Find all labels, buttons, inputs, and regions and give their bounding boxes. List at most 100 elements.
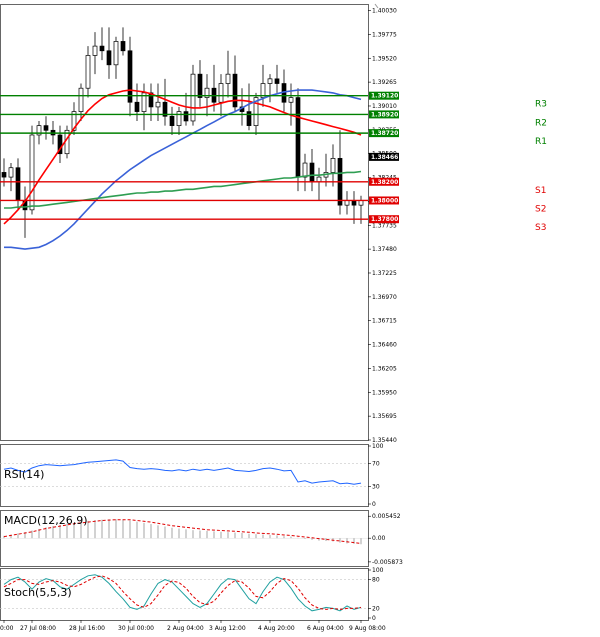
sub-tick-label: -0.005873 [372, 559, 403, 566]
price-tick-label: 1.37480 [372, 246, 397, 253]
price-tick-label: 1.36715 [372, 318, 397, 325]
bear-candle [309, 162, 315, 183]
price-tick-label: 1.35440 [372, 437, 397, 444]
pane-frame-1 [0, 444, 369, 507]
stoch-signal-line [3, 575, 362, 610]
bull-candle [288, 97, 294, 103]
level-price-box [369, 177, 399, 186]
price-tick-label: 1.36205 [372, 365, 397, 372]
ma-line-slow-ma [4, 170, 362, 209]
price-tick-label: 1.36460 [372, 342, 397, 349]
bull-candle [344, 200, 350, 206]
bull-candle [330, 158, 336, 173]
level-price-label: 1.38720 [371, 130, 398, 137]
time-tick-label: 30 Jul 00:00 [118, 625, 154, 632]
bear-candle [120, 41, 126, 52]
stoch-main-line [3, 574, 362, 612]
bear-candle [274, 78, 280, 84]
sub-tick-label: 20 [372, 605, 380, 612]
bull-candle [253, 97, 259, 126]
level-name-r1: R1 [535, 137, 547, 147]
macd-signal-line [3, 519, 362, 544]
level-price-box [369, 129, 399, 138]
bear-candle [99, 45, 105, 52]
bear-candle [134, 101, 140, 112]
price-tick-label: 1.36970 [372, 294, 397, 301]
price-tick-label: 1.35695 [372, 413, 397, 420]
sub-tick-label: 0 [372, 615, 376, 622]
price-tick-label: 1.37225 [372, 270, 397, 277]
price-tick-label: 1.39265 [372, 79, 397, 86]
current-price-box [369, 152, 399, 161]
level-name-r3: R3 [535, 100, 547, 110]
bear-candle [183, 111, 189, 122]
bear-candle [246, 111, 252, 126]
level-price-label: 1.38920 [371, 111, 398, 118]
sub-tick-label: 0 [372, 501, 376, 508]
time-tick-label: 28 Jul 16:00 [69, 625, 105, 632]
bull-candle [71, 111, 77, 131]
price-tick-label: 1.40030 [372, 8, 397, 15]
bull-candle [8, 167, 14, 178]
bull-candle [176, 111, 182, 126]
sub-tick-label: 100 [372, 567, 384, 574]
sub-tick-label: 70 [372, 460, 380, 467]
current-price-marker: 1.38466 [369, 152, 399, 161]
time-tick-label: 4 Aug 20:00 [258, 625, 295, 632]
level-price-box [369, 196, 399, 205]
price-tick-label: 1.39010 [372, 103, 397, 110]
current-price-label: 1.38466 [371, 154, 398, 161]
sub-tick-label: 0.00 [372, 535, 386, 542]
bull-candle [36, 125, 42, 136]
level-price-label: 1.38200 [371, 179, 398, 186]
ma-line-fast-ma [3, 89, 362, 225]
sub-tick-label: 80 [372, 577, 380, 584]
bear-candle [15, 167, 21, 201]
bull-candle [155, 101, 161, 108]
bull-candle [29, 134, 35, 211]
sub-tick-label: 100 [372, 443, 384, 450]
bull-candle [190, 73, 196, 122]
bear-candle [197, 73, 203, 98]
bear-candle [148, 92, 154, 108]
bull-candle [78, 87, 84, 112]
time-tick-label: 3 Aug 12:00 [209, 625, 246, 632]
pane-frame-3 [0, 568, 369, 621]
bear-candle [162, 101, 168, 117]
bear-candle [232, 73, 238, 108]
bear-candle [106, 50, 112, 66]
bear-candle [57, 134, 63, 155]
bull-candle [358, 200, 364, 206]
stoch-label: Stoch(5,5,3) [4, 586, 72, 599]
bull-candle [113, 41, 119, 66]
bull-candle [267, 78, 273, 84]
bull-candle [204, 87, 210, 98]
level-price-box [369, 215, 399, 224]
support-resistance-levels: R3 1.39120 R2 1.38920 R1 1.38720 S1 1.38200 S2 1.… [0, 91, 547, 233]
price-tick-label: 1.39520 [372, 55, 397, 62]
moving-average-series [3, 89, 362, 250]
level-price-label: 1.38000 [371, 197, 398, 204]
price-tick-label: 1.39775 [372, 31, 397, 38]
level-price-box [369, 110, 399, 119]
rsi-line [3, 459, 362, 485]
level-name-s3: S3 [535, 223, 546, 233]
bull-candle [141, 92, 147, 112]
level-name-r2: R2 [535, 118, 547, 128]
bear-candle [43, 125, 49, 131]
rsi-pane: 100 70 30 0 [0, 443, 384, 508]
level-price-label: 1.37800 [371, 216, 398, 223]
bull-candle [218, 83, 224, 103]
level-name-s2: S2 [535, 204, 546, 214]
level-price-label: 1.39120 [371, 93, 398, 100]
time-tick-label: 0:00 [0, 625, 14, 632]
sub-tick-label: 0.005452 [372, 513, 401, 520]
sub-tick-label: 30 [372, 484, 380, 491]
stochastic-pane: 100 80 20 0 [0, 567, 384, 622]
pane-frame-0 [0, 4, 369, 441]
level-name-s1: S1 [535, 186, 546, 196]
bear-candle [295, 97, 301, 178]
bull-candle [85, 55, 91, 89]
price-tick-label: 1.37735 [372, 222, 397, 229]
bull-candle [92, 45, 98, 56]
